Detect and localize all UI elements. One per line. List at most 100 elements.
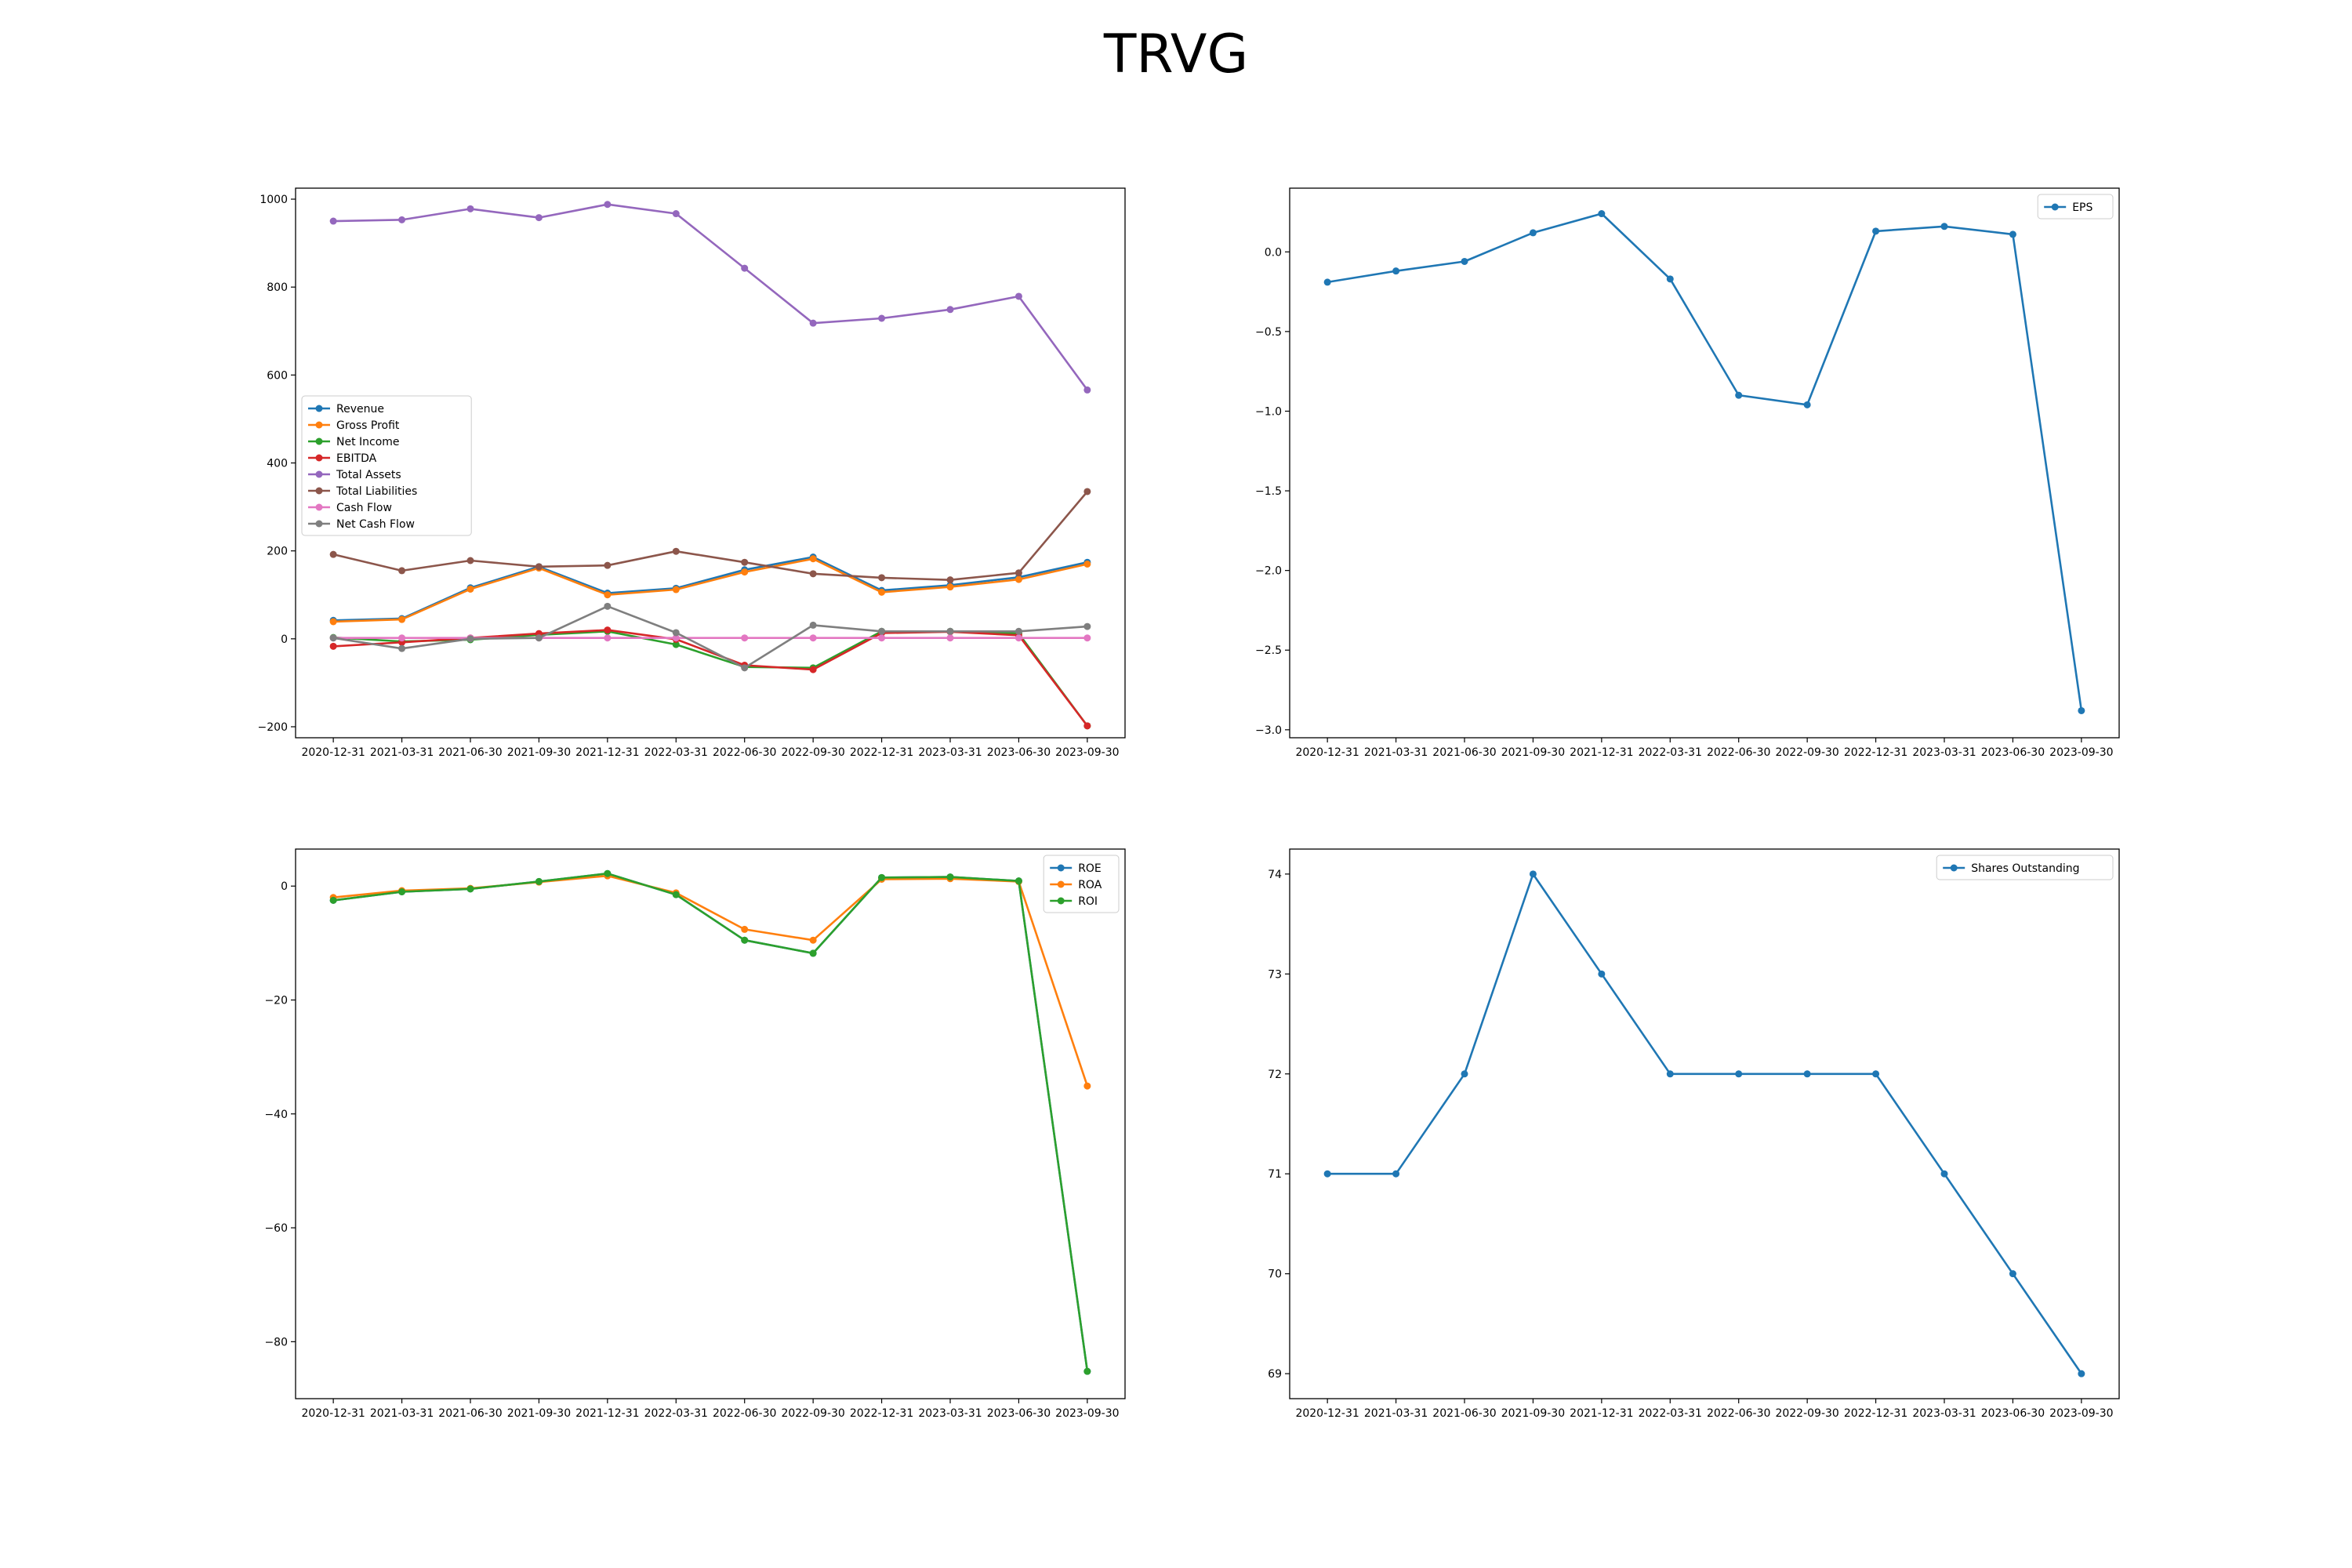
data-point bbox=[741, 634, 749, 642]
y-tick-label: 72 bbox=[1268, 1069, 1282, 1081]
legend-marker bbox=[315, 454, 323, 462]
x-tick-label: 2020-12-31 bbox=[301, 1407, 365, 1420]
data-point bbox=[946, 873, 954, 881]
data-point bbox=[741, 936, 749, 944]
data-point bbox=[809, 666, 817, 673]
data-point bbox=[1803, 1070, 1811, 1078]
data-point bbox=[1872, 227, 1880, 235]
data-point bbox=[1666, 275, 1674, 283]
data-point bbox=[1014, 634, 1022, 642]
x-tick-label: 2020-12-31 bbox=[301, 746, 365, 759]
data-point bbox=[604, 602, 612, 610]
x-tick-label: 2021-06-30 bbox=[1432, 1407, 1496, 1420]
y-tick-label: 0.0 bbox=[1265, 246, 1282, 259]
chart-3: 2020-12-31 2021-03-31 2021-06-30 2021-09-30… bbox=[264, 848, 1126, 1420]
legend-item: EBITDA bbox=[308, 452, 377, 465]
data-point bbox=[2078, 1370, 2085, 1377]
series-line bbox=[333, 557, 1088, 623]
legend-item: Total Liabilities bbox=[308, 485, 417, 498]
data-point bbox=[535, 877, 543, 885]
series-shares-outstanding bbox=[1323, 870, 2085, 1377]
x-tick-label: 2022-12-31 bbox=[850, 746, 913, 759]
legend-marker bbox=[1057, 864, 1065, 872]
series-line bbox=[1327, 873, 2082, 1374]
x-tick-label: 2022-12-31 bbox=[850, 1407, 913, 1420]
data-point bbox=[466, 205, 474, 212]
x-tick-label: 2022-09-30 bbox=[1775, 746, 1838, 759]
data-point bbox=[672, 586, 680, 593]
y-tick-label: 70 bbox=[1268, 1269, 1282, 1281]
legend-label: Total Liabilities bbox=[336, 485, 417, 498]
x-tick-label: 2021-06-30 bbox=[1432, 746, 1496, 759]
chart-4: 2020-12-31 2021-03-31 2021-06-30 2021-09-30… bbox=[1268, 848, 2120, 1420]
y-tick-label: 73 bbox=[1268, 968, 1282, 981]
data-point bbox=[466, 635, 474, 643]
series-line bbox=[332, 491, 1088, 582]
data-point bbox=[604, 561, 612, 569]
data-point bbox=[1940, 223, 1948, 230]
data-point bbox=[1083, 622, 1091, 630]
series-roe bbox=[329, 869, 1091, 1375]
data-point bbox=[1014, 877, 1022, 885]
data-point bbox=[1461, 1070, 1468, 1078]
x-tick-label: 2022-09-30 bbox=[1775, 1407, 1838, 1420]
data-point bbox=[1666, 1070, 1674, 1078]
x-tick-label: 2023-03-31 bbox=[1912, 1407, 1976, 1420]
y-tick-label: −1.0 bbox=[1255, 405, 1282, 418]
x-tick-label: 2022-03-31 bbox=[644, 746, 708, 759]
y-tick-label: 74 bbox=[1268, 869, 1282, 881]
data-point bbox=[398, 634, 406, 642]
x-tick-label: 2022-12-31 bbox=[1844, 1407, 1907, 1420]
data-point bbox=[466, 557, 474, 564]
x-tick-label: 2020-12-31 bbox=[1295, 746, 1359, 759]
x-tick-label: 2023-06-30 bbox=[987, 746, 1051, 759]
plot-frame bbox=[1289, 848, 2120, 1399]
series-roa bbox=[329, 872, 1091, 1090]
legend-marker bbox=[315, 437, 323, 445]
legend: EPS bbox=[2037, 194, 2114, 220]
legend-label: Net Cash Flow bbox=[336, 518, 415, 531]
y-tick-label: 200 bbox=[267, 546, 288, 558]
x-tick-label: 2021-03-31 bbox=[370, 746, 434, 759]
chart-1: 2020-12-31 2021-03-31 2021-06-30 2021-09-30… bbox=[258, 187, 1126, 759]
data-point bbox=[1014, 575, 1022, 583]
x-tick-label: 2022-03-31 bbox=[1639, 746, 1702, 759]
data-point bbox=[741, 558, 749, 566]
data-point bbox=[809, 634, 817, 642]
y-tick-label: −60 bbox=[264, 1222, 288, 1235]
y-tick-label: −2.0 bbox=[1255, 565, 1282, 578]
data-point bbox=[809, 555, 817, 563]
series-line bbox=[333, 203, 1088, 391]
chart-2: 2020-12-31 2021-03-31 2021-06-30 2021-09-30… bbox=[1255, 187, 2120, 759]
legend: Revenue Gross Profit Net Income EBITDA Total… bbox=[301, 395, 472, 536]
legend-marker bbox=[1057, 897, 1065, 905]
data-point bbox=[809, 621, 817, 629]
legend-item: Cash Flow bbox=[308, 502, 392, 514]
data-point bbox=[1323, 278, 1331, 286]
y-tick-label: 600 bbox=[267, 369, 288, 382]
legend-item: Revenue bbox=[308, 403, 384, 416]
data-point bbox=[604, 591, 612, 599]
x-tick-label: 2022-09-30 bbox=[781, 746, 844, 759]
y-tick-label: 71 bbox=[1268, 1168, 1282, 1181]
data-point bbox=[1014, 292, 1022, 300]
data-point bbox=[1872, 1070, 1880, 1078]
data-point bbox=[878, 574, 886, 582]
y-tick-label: −200 bbox=[258, 721, 288, 734]
data-point bbox=[1461, 257, 1468, 265]
data-point bbox=[604, 626, 612, 634]
x-tick-label: 2022-06-30 bbox=[713, 1407, 776, 1420]
data-point bbox=[1323, 1170, 1331, 1178]
x-tick-label: 2022-12-31 bbox=[1844, 746, 1907, 759]
legend-label: Cash Flow bbox=[336, 502, 392, 514]
data-point bbox=[2009, 230, 2016, 238]
series-roi bbox=[329, 869, 1091, 1375]
legend-label: Shares Outstanding bbox=[1971, 862, 2079, 875]
data-point bbox=[2009, 1270, 2016, 1278]
figure-title: TRVG bbox=[1103, 24, 1248, 85]
legend-marker bbox=[315, 487, 323, 495]
data-point bbox=[1014, 627, 1022, 635]
y-tick-label: −20 bbox=[264, 995, 288, 1007]
y-tick-label: −2.5 bbox=[1255, 644, 1282, 657]
charts-container: 2020-12-31 2021-03-31 2021-06-30 2021-09-30… bbox=[258, 187, 2120, 1420]
